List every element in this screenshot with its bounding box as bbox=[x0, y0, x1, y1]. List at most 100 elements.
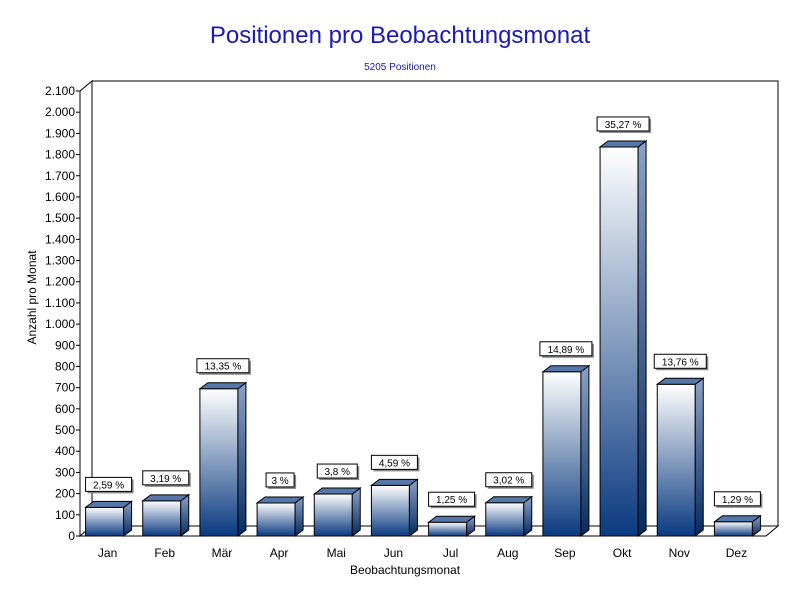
x-tick-label: Sep bbox=[554, 546, 576, 560]
bar-front bbox=[599, 146, 639, 537]
bar bbox=[312, 487, 362, 537]
x-tick-label: Feb bbox=[154, 546, 175, 560]
bar-top bbox=[598, 140, 648, 148]
bar bbox=[598, 139, 648, 537]
y-tick-label: 1.400 bbox=[45, 232, 75, 246]
y-tick-label: 400 bbox=[55, 444, 75, 458]
bar-front bbox=[313, 493, 353, 537]
data-label: 13,35 % bbox=[205, 362, 242, 373]
left-wall bbox=[79, 79, 93, 538]
data-label-box bbox=[428, 491, 476, 507]
data-label-box bbox=[370, 454, 418, 470]
bar bbox=[712, 514, 762, 537]
x-axis-label: Beobachtungsmonat bbox=[350, 563, 461, 577]
x-tick-label: Mär bbox=[212, 546, 233, 560]
bar bbox=[369, 478, 419, 537]
bar-front bbox=[142, 500, 182, 537]
bar-front bbox=[542, 371, 582, 537]
bar-top bbox=[484, 496, 534, 504]
bar bbox=[141, 493, 191, 537]
bar-side bbox=[694, 377, 704, 537]
y-axis-label: Anzahl pro Monat bbox=[25, 250, 39, 345]
data-label-box bbox=[596, 116, 650, 132]
y-tick-label: 1.700 bbox=[45, 169, 75, 183]
bar-front bbox=[370, 484, 410, 537]
bar-side bbox=[408, 478, 418, 537]
chart-subtitle: 5205 Positionen bbox=[364, 62, 436, 73]
y-tick-label: 1.800 bbox=[45, 148, 75, 162]
x-tick-label: Mai bbox=[327, 546, 346, 560]
bar-top bbox=[655, 377, 705, 385]
data-label: 1,25 % bbox=[436, 495, 467, 506]
bar bbox=[84, 500, 134, 538]
y-tick-label: 1.100 bbox=[45, 296, 75, 310]
chart-title: Positionen pro Beobachtungsmonat bbox=[209, 22, 591, 49]
bar-top bbox=[712, 515, 762, 523]
y-tick-label: 100 bbox=[55, 508, 75, 522]
x-tick-label: Jul bbox=[443, 546, 458, 560]
bar-top bbox=[141, 494, 191, 502]
bar-side bbox=[294, 495, 304, 537]
data-label: 13,76 % bbox=[662, 357, 699, 368]
data-label: 2,59 % bbox=[93, 480, 124, 491]
x-tick-label: Okt bbox=[613, 546, 632, 560]
y-tick-label: 600 bbox=[55, 402, 75, 416]
x-tick-label: Dez bbox=[726, 546, 747, 560]
bar-top bbox=[84, 500, 134, 508]
bar-top bbox=[255, 496, 305, 504]
bar bbox=[198, 381, 248, 537]
y-tick-label: 800 bbox=[55, 359, 75, 373]
y-tick-label: 0 bbox=[68, 529, 75, 543]
data-label: 1,29 % bbox=[722, 495, 753, 506]
x-tick-label: Jun bbox=[384, 546, 403, 560]
data-label-box bbox=[85, 476, 133, 492]
data-label: 4,59 % bbox=[379, 458, 410, 469]
y-tick-label: 1.600 bbox=[45, 190, 75, 204]
bar-front bbox=[428, 521, 468, 537]
bar bbox=[427, 515, 477, 537]
data-label: 14,89 % bbox=[548, 345, 585, 356]
bar-top bbox=[369, 478, 419, 486]
bar-side bbox=[351, 487, 361, 537]
bar bbox=[484, 495, 534, 537]
bar-side bbox=[580, 364, 590, 537]
bar-front bbox=[485, 502, 525, 537]
y-tick-label: 1.000 bbox=[45, 317, 75, 331]
data-label: 35,27 % bbox=[605, 120, 642, 131]
bar-front bbox=[85, 506, 125, 537]
data-label-box bbox=[485, 472, 533, 488]
y-tick-label: 500 bbox=[55, 423, 75, 437]
x-tick-label: Nov bbox=[669, 546, 690, 560]
bar bbox=[655, 377, 705, 537]
y-tick-label: 1.200 bbox=[45, 275, 75, 289]
bar-side bbox=[180, 493, 190, 537]
data-label-box bbox=[316, 463, 358, 479]
bar-side bbox=[523, 495, 533, 537]
y-tick-label: 700 bbox=[55, 381, 75, 395]
data-label-box bbox=[265, 472, 295, 488]
y-tick-label: 1.500 bbox=[45, 211, 75, 225]
data-label: 3,8 % bbox=[324, 467, 350, 478]
x-tick-label: Aug bbox=[497, 546, 518, 560]
data-label: 3,02 % bbox=[493, 476, 524, 487]
bar-side bbox=[237, 381, 247, 537]
x-tick-label: Apr bbox=[270, 546, 289, 560]
data-label-box bbox=[196, 358, 250, 374]
y-tick-label: 200 bbox=[55, 487, 75, 501]
bar-front bbox=[656, 383, 696, 537]
data-label-box bbox=[713, 491, 761, 507]
bar-front bbox=[713, 521, 753, 537]
bar-top bbox=[198, 382, 248, 390]
bar-side bbox=[637, 139, 647, 537]
x-tick-label: Jan bbox=[98, 546, 117, 560]
y-tick-label: 900 bbox=[55, 338, 75, 352]
bar bbox=[255, 495, 305, 537]
y-tick-label: 2.000 bbox=[45, 105, 75, 119]
data-label: 3 % bbox=[271, 476, 288, 487]
data-label-box bbox=[142, 470, 190, 486]
y-tick-label: 1.300 bbox=[45, 254, 75, 268]
bar bbox=[541, 364, 591, 537]
y-tick-label: 300 bbox=[55, 465, 75, 479]
